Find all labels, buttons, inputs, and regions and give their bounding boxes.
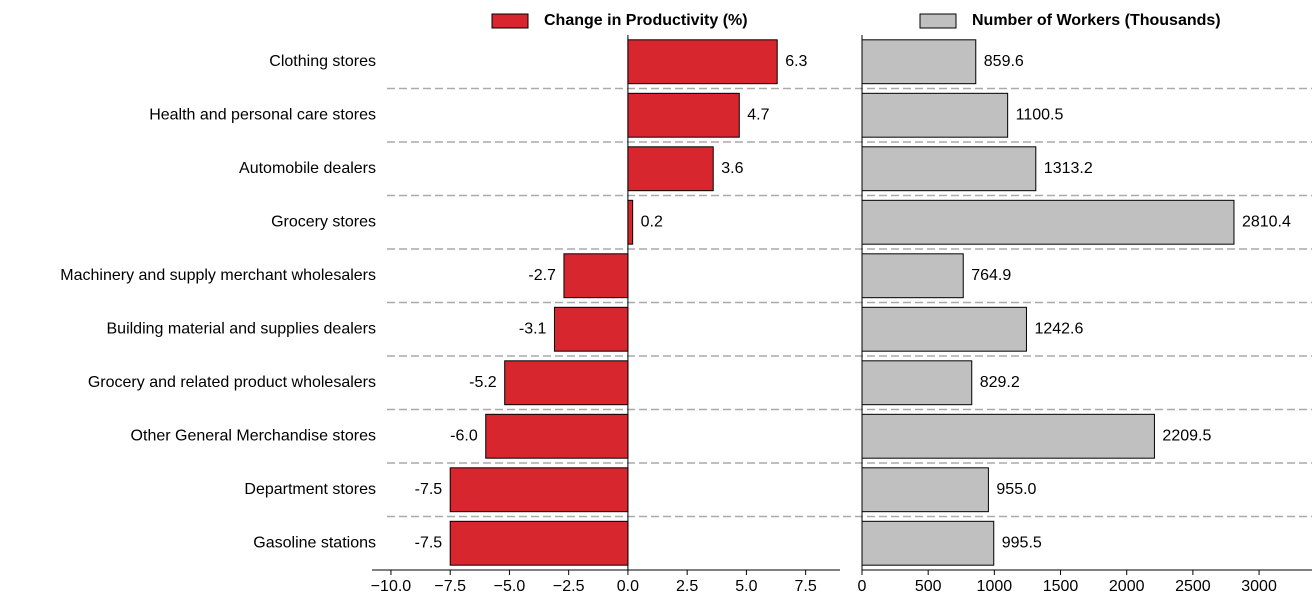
bar: [553, 306, 629, 352]
x-tick-label: 1500: [1043, 578, 1079, 595]
value-label: -6.0: [450, 427, 478, 444]
x-tick-label: −7.5: [434, 578, 466, 595]
category-label: Grocery stores: [271, 213, 376, 230]
x-tick-label: 5.0: [735, 578, 757, 595]
category-label: Building material and supplies dealers: [107, 320, 377, 337]
bar: [563, 253, 629, 299]
value-label: 6.3: [785, 53, 807, 70]
value-label: -7.5: [415, 534, 443, 551]
bar: [861, 39, 977, 85]
bar: [449, 467, 629, 513]
bar: [861, 199, 1235, 245]
value-label: 1313.2: [1044, 160, 1093, 177]
value-label: 1100.5: [1016, 106, 1064, 123]
x-tick-label: 0: [858, 578, 867, 595]
legend-swatch: [919, 13, 957, 29]
value-label: 1242.6: [1034, 320, 1083, 337]
value-label: 829.2: [980, 374, 1020, 391]
x-tick-label: 2500: [1175, 578, 1211, 595]
x-tick-label: 2.5: [676, 578, 698, 595]
bar: [627, 199, 634, 245]
bar: [504, 360, 629, 406]
value-label: 995.5: [1002, 534, 1042, 551]
x-tick-label: 1000: [977, 578, 1013, 595]
bar: [627, 92, 740, 138]
value-label: 764.9: [971, 267, 1011, 284]
value-label: 2810.4: [1242, 213, 1291, 230]
x-tick-label: −2.5: [553, 578, 585, 595]
value-label: 0.2: [641, 213, 663, 230]
x-tick-label: 500: [915, 578, 942, 595]
value-label: 859.6: [984, 53, 1024, 70]
legend-label: Number of Workers (Thousands): [972, 12, 1221, 29]
category-label: Clothing stores: [269, 53, 376, 70]
bar: [627, 146, 714, 192]
category-label: Gasoline stations: [253, 534, 376, 551]
value-label: 955.0: [996, 481, 1036, 498]
x-tick-label: 7.5: [795, 578, 817, 595]
legend-swatch: [491, 13, 529, 29]
value-label: 2209.5: [1162, 427, 1211, 444]
bar: [449, 520, 629, 566]
value-label: -5.2: [469, 374, 497, 391]
bar: [485, 413, 629, 459]
bar: [861, 146, 1037, 192]
category-label: Grocery and related product wholesalers: [88, 374, 376, 391]
category-label: Machinery and supply merchant wholesaler…: [60, 267, 376, 284]
bar: [861, 360, 973, 406]
value-label: -7.5: [415, 481, 443, 498]
value-label: -3.1: [519, 320, 547, 337]
bar: [861, 253, 964, 299]
bar: [861, 520, 995, 566]
bar: [627, 39, 778, 85]
x-tick-label: 2000: [1109, 578, 1145, 595]
bar: [861, 306, 1027, 352]
bar: [861, 92, 1009, 138]
legend-label: Change in Productivity (%): [544, 12, 748, 29]
category-label: Automobile dealers: [239, 160, 376, 177]
x-tick-label: −10.0: [371, 578, 412, 595]
value-label: 3.6: [721, 160, 743, 177]
x-tick-label: 0.0: [617, 578, 639, 595]
x-tick-label: 3000: [1241, 578, 1277, 595]
category-label: Other General Merchandise stores: [131, 427, 376, 444]
x-tick-label: −5.0: [494, 578, 526, 595]
category-label: Health and personal care stores: [149, 106, 376, 123]
value-label: 4.7: [747, 106, 769, 123]
value-label: -2.7: [528, 267, 556, 284]
bar: [861, 413, 1155, 459]
bar: [861, 467, 989, 513]
category-label: Department stores: [244, 481, 376, 498]
